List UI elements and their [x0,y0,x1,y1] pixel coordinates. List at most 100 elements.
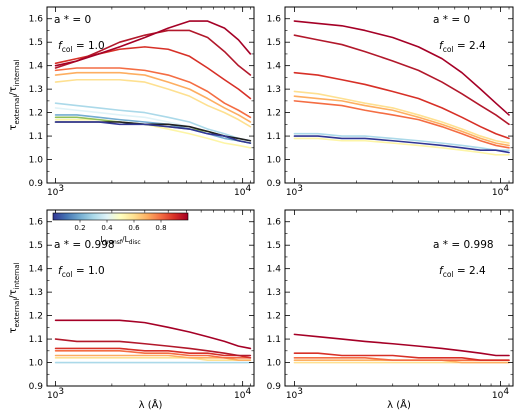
y-tick-label: 1.5 [29,241,43,251]
x-tick-label: 104 [234,387,251,401]
y-tick-label: 1.3 [267,288,281,298]
x-axis-label: λ (Å) [387,398,411,411]
y-tick-label: 1.4 [267,62,282,72]
x-axis-label: λ (Å) [139,398,163,411]
x-tick-label: 104 [492,387,509,401]
spin-annotation: a * = 0.998 [54,239,115,251]
y-tick-label: 1.4 [29,265,44,275]
fcol-annotation: fcol = 2.4 [439,40,486,54]
y-tick-label: 1.2 [267,109,281,119]
y-tick-label: 1.6 [267,15,282,25]
series-group [293,333,510,364]
spin-annotation: a * = 0.998 [433,239,494,251]
y-ticks: 0.9 1.0 1.1 1.2 1.3 1.4 1.5 1.6 [29,15,254,189]
y-tick-label: 0.9 [267,179,282,189]
colorbar-label: Ltransf/Ldisc [100,235,140,246]
x-ticks: 103 104 [286,210,509,401]
series-line-9 [293,20,510,116]
panels: 0.9 1.0 1.1 1.2 1.3 1.4 1.5 1.6 103 104 a * = 0 fco… [8,6,514,411]
y-tick-label: 1.5 [267,241,281,251]
series-group [54,20,252,149]
y-tick-label: 1.1 [267,335,281,345]
y-axis-label: τexternal/τinternal [8,262,21,333]
series-line-2 [54,357,252,361]
x-tick-label: 103 [47,387,64,401]
colorbar-tick-label: 0.2 [74,224,85,232]
series-line-4 [54,350,252,359]
series-line-13 [54,20,252,67]
series-line-6 [293,100,510,149]
series-line-9 [54,71,252,123]
y-tick-label: 0.9 [29,382,44,392]
series-group [54,319,252,364]
series-line-5 [54,347,252,359]
colorbar-tick-label: 0.6 [128,224,140,232]
series-line-10 [54,67,252,119]
y-tick-label: 1.0 [29,359,44,369]
series-group [293,20,510,156]
y-tick-label: 1.3 [29,85,43,95]
series-line-7 [293,71,510,140]
y-tick-label: 1.6 [267,218,282,228]
y-tick-label: 1.2 [29,312,43,322]
series-line-1 [293,137,510,156]
plot-frame [284,6,514,184]
y-tick-label: 1.0 [267,359,282,369]
series-line-4 [293,352,510,361]
panel-3: 0.9 1.0 1.1 1.2 1.3 1.4 1.5 1.6 103 104 a * = 0.99… [8,209,255,411]
series-line-8 [54,78,252,128]
plot-frame [46,6,255,184]
x-tick-label: 103 [286,387,303,401]
x-ticks: 103 104 [286,7,509,198]
y-tick-label: 1.5 [29,38,43,48]
y-tick-label: 1.2 [267,312,281,322]
y-tick-label: 0.9 [267,382,282,392]
y-axis-label: τexternal/τinternal [8,59,21,130]
y-tick-label: 0.9 [29,179,44,189]
y-tick-label: 1.3 [267,85,281,95]
y-tick-label: 1.1 [29,132,43,142]
series-line-5 [54,116,252,144]
y-tick-label: 1.6 [29,218,44,228]
plot-frame [284,209,514,387]
series-line-8 [293,34,510,126]
panel-2: 0.9 1.0 1.1 1.2 1.3 1.4 1.5 1.6 103 104 a * = 0 fco… [267,6,514,198]
y-tick-label: 1.6 [29,15,44,25]
series-line-5 [293,333,510,357]
series-line-12 [54,29,252,76]
colorbar-tick-label: 0.4 [101,224,113,232]
y-tick-label: 1.4 [29,62,44,72]
y-tick-label: 1.1 [267,132,281,142]
fcol-annotation: fcol = 2.4 [439,265,486,279]
y-tick-label: 1.0 [267,156,282,166]
y-tick-label: 1.4 [267,265,282,275]
colorbar: 0.2 0.4 0.6 0.8 Ltransf/Ldisc [52,212,189,246]
colorbar-tick-label: 0.8 [155,224,166,232]
y-ticks: 0.9 1.0 1.1 1.2 1.3 1.4 1.5 1.6 [29,218,254,392]
series-line-7 [54,319,252,350]
y-ticks: 0.9 1.0 1.1 1.2 1.3 1.4 1.5 1.6 [267,15,513,189]
y-tick-label: 1.0 [29,156,44,166]
series-line-2 [54,102,252,142]
panel-4: 0.9 1.0 1.1 1.2 1.3 1.4 1.5 1.6 103 104 a * = 0.99… [267,209,514,411]
y-tick-label: 1.3 [29,288,43,298]
plot-frame [46,209,255,387]
series-line-3 [293,135,510,154]
series-line-7 [54,121,252,144]
spin-annotation: a * = 0 [54,14,91,26]
spin-annotation: a * = 0 [433,14,470,26]
y-tick-label: 1.1 [29,335,43,345]
series-line-2 [293,132,510,151]
x-tick-label: 103 [286,184,303,198]
y-ticks: 0.9 1.0 1.1 1.2 1.3 1.4 1.5 1.6 [267,218,513,392]
series-line-5 [293,95,510,147]
colorbar-gradient [52,212,189,221]
fcol-annotation: fcol = 1.0 [58,265,105,279]
x-ticks: 103 104 [47,7,252,198]
x-tick-label: 103 [47,184,64,198]
fcol-annotation: fcol = 1.0 [58,40,105,54]
x-tick-label: 104 [492,184,509,198]
series-line-4 [293,90,510,144]
y-tick-label: 1.5 [267,38,281,48]
